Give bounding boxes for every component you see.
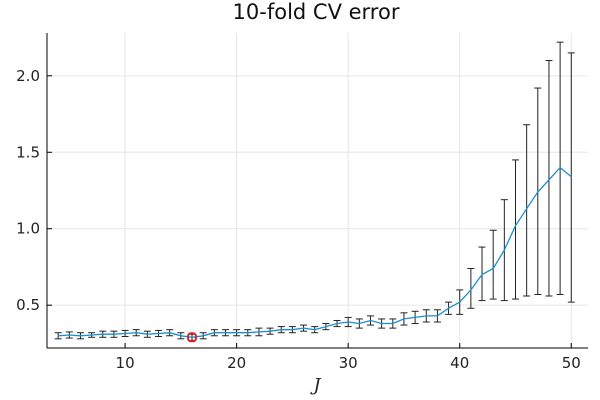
error-bars bbox=[54, 41, 575, 341]
y-tick-label-3: 2.0 bbox=[16, 67, 40, 85]
chart-title: 10-fold CV error bbox=[233, 0, 400, 24]
min-error-marker bbox=[187, 332, 198, 343]
x-tick-label-3: 40 bbox=[450, 354, 469, 372]
errorbar-42 bbox=[478, 246, 486, 302]
errorbar-46 bbox=[523, 124, 531, 297]
axes bbox=[46, 33, 588, 349]
x-ticks: 10 20 30 40 50 bbox=[116, 343, 581, 372]
y-tick-label-0: 0.5 bbox=[16, 296, 40, 314]
y-tick-label-2: 1.5 bbox=[16, 143, 40, 161]
x-tick-label-4: 50 bbox=[562, 354, 581, 372]
errorbar-48 bbox=[545, 60, 553, 297]
errorbar-45 bbox=[511, 159, 519, 300]
series-line bbox=[58, 166, 572, 338]
y-tick-label-1: 1.0 bbox=[16, 220, 40, 238]
x-tick-label-1: 20 bbox=[227, 354, 246, 372]
errorbar-4 bbox=[54, 332, 62, 340]
x-axis-label: J bbox=[309, 375, 322, 396]
errorbar-50 bbox=[567, 52, 575, 303]
highlight bbox=[187, 332, 198, 343]
x-tick-label-2: 30 bbox=[339, 354, 358, 372]
x-tick-label-0: 10 bbox=[116, 354, 135, 372]
cv-error-line bbox=[58, 166, 572, 338]
errorbar-41 bbox=[467, 267, 475, 309]
errorbar-43 bbox=[489, 229, 497, 300]
y-ticks: 0.5 1.0 1.5 2.0 bbox=[16, 67, 52, 314]
